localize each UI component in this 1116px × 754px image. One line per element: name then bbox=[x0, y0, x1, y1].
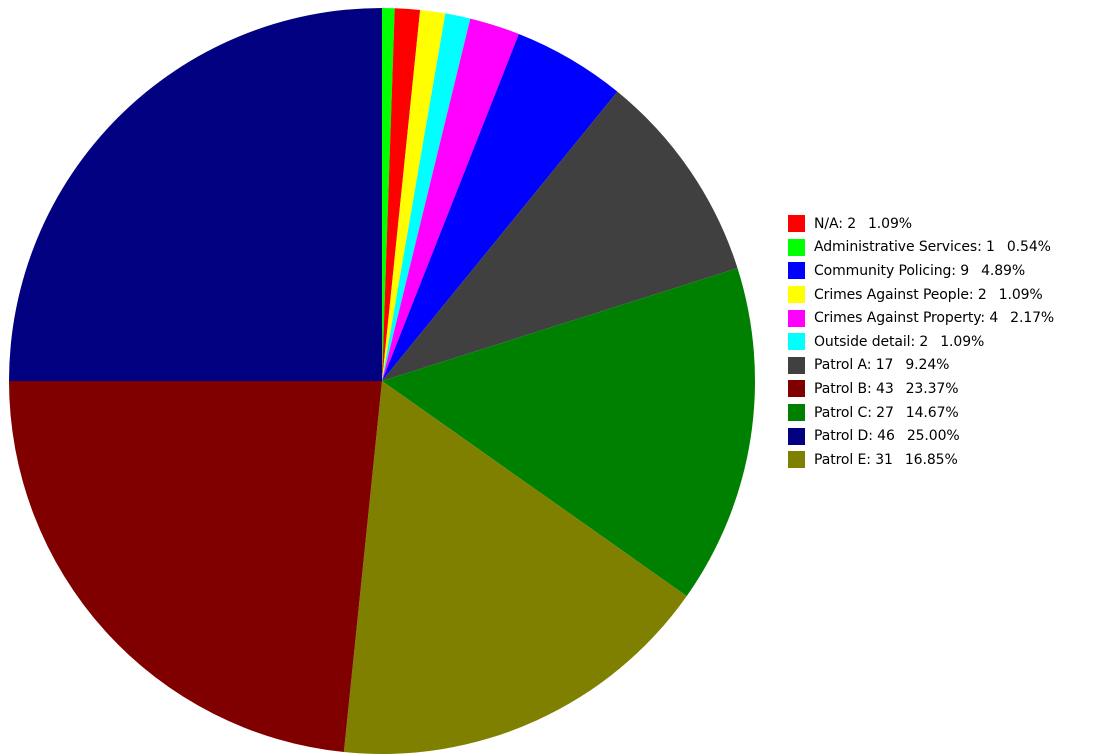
legend-label: Community Policing: 9 bbox=[814, 262, 970, 279]
legend-swatch bbox=[788, 427, 805, 445]
legend-percent: 4.89% bbox=[981, 262, 1026, 279]
pie-slice-patrol-d bbox=[9, 8, 382, 381]
legend-swatch bbox=[788, 356, 805, 374]
pie-slice-outside-detail bbox=[382, 13, 471, 381]
pie-slice-n-a bbox=[382, 8, 421, 381]
legend-percent: 25.00% bbox=[906, 428, 960, 445]
legend-percent: 1.09% bbox=[868, 215, 912, 232]
legend-item-patrol-e: Patrol E: 31 16.85% bbox=[788, 448, 1114, 472]
pie-slice-patrol-e bbox=[343, 381, 687, 754]
legend-swatch bbox=[788, 380, 805, 398]
legend-item-community-policing: Community Policing: 9 4.89% bbox=[788, 259, 1114, 283]
legend-label: Patrol C: 27 bbox=[814, 404, 894, 421]
legend-swatch bbox=[788, 262, 805, 280]
legend-percent: 1.09% bbox=[998, 286, 1043, 303]
legend-percent: 14.67% bbox=[905, 404, 959, 421]
legend-item-patrol-b: Patrol B: 43 23.37% bbox=[788, 377, 1114, 401]
legend-item-outside-detail: Outside detail: 2 1.09% bbox=[788, 330, 1114, 354]
legend-swatch bbox=[788, 238, 805, 256]
legend-label: N/A: 2 bbox=[814, 215, 856, 232]
legend-label: Patrol E: 31 bbox=[814, 451, 893, 468]
legend-percent: 2.17% bbox=[1010, 310, 1055, 327]
pie-slice-patrol-c bbox=[382, 268, 755, 597]
legend-item-administrative-services: Administrative Services: 1 0.54% bbox=[788, 236, 1114, 260]
legend-label: Crimes Against Property: 4 bbox=[814, 310, 999, 327]
legend-label: Patrol D: 46 bbox=[814, 428, 895, 445]
pie-slice-patrol-b bbox=[9, 381, 382, 753]
legend-percent: 16.85% bbox=[904, 451, 958, 468]
pie-slice-crimes-against-property bbox=[382, 18, 519, 382]
legend-swatch bbox=[788, 333, 805, 351]
legend-item-crimes-against-property: Crimes Against Property: 4 2.17% bbox=[788, 306, 1114, 330]
legend-label: Patrol B: 43 bbox=[814, 380, 894, 397]
legend-swatch bbox=[788, 286, 805, 304]
legend-label: Outside detail: 2 bbox=[814, 333, 929, 350]
legend-item-n-a: N/A: 2 1.09% bbox=[788, 212, 1114, 236]
legend-swatch bbox=[788, 451, 805, 469]
pie-slice-patrol-a bbox=[382, 91, 738, 381]
legend-label: Crimes Against People: 2 bbox=[814, 286, 987, 303]
legend-item-patrol-a: Patrol A: 17 9.24% bbox=[788, 354, 1114, 378]
legend-percent: 1.09% bbox=[940, 333, 985, 350]
pie-slice-administrative-services bbox=[382, 8, 395, 381]
legend-item-patrol-d: Patrol D: 46 25.00% bbox=[788, 424, 1114, 448]
legend-item-patrol-c: Patrol C: 27 14.67% bbox=[788, 401, 1114, 425]
pie-slice-crimes-against-people bbox=[382, 9, 446, 382]
legend-swatch bbox=[788, 215, 805, 233]
legend-percent: 23.37% bbox=[905, 380, 959, 397]
legend: N/A: 2 1.09% Administrative Services: 1 0.5… bbox=[788, 212, 1114, 472]
legend-item-crimes-against-people: Crimes Against People: 2 1.09% bbox=[788, 283, 1114, 307]
legend-swatch bbox=[788, 309, 805, 327]
legend-label: Patrol A: 17 bbox=[814, 357, 894, 374]
legend-swatch bbox=[788, 404, 805, 422]
legend-label: Administrative Services: 1 bbox=[814, 239, 995, 256]
legend-percent: 0.54% bbox=[1006, 239, 1051, 256]
pie-chart bbox=[9, 8, 755, 754]
legend-percent: 9.24% bbox=[905, 357, 950, 374]
pie-slice-community-policing bbox=[382, 34, 618, 381]
